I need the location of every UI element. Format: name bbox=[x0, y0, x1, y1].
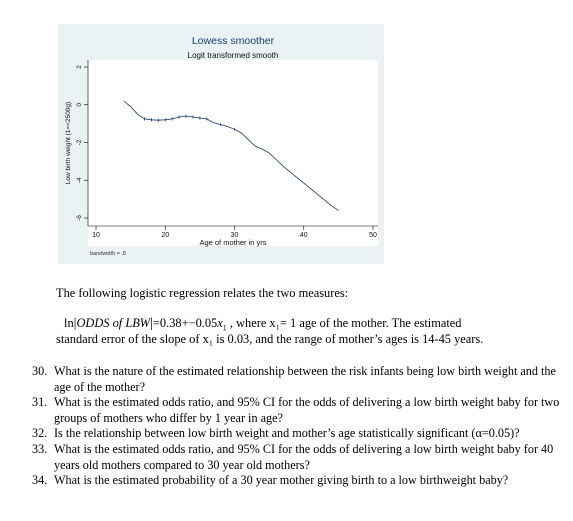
question-text: What is the estimated odds ratio, and 95… bbox=[54, 441, 554, 472]
question-text: What is the nature of the estimated rela… bbox=[54, 364, 556, 394]
x-axis-label: Age of mother in yrs bbox=[199, 238, 266, 247]
question-item: 33. What is the estimated odds ratio, and… bbox=[32, 442, 567, 473]
x-tick-label: 30 bbox=[231, 232, 239, 239]
y-ticks: 2 0 -2 -4 -6 bbox=[76, 65, 88, 221]
data-markers bbox=[144, 114, 235, 131]
question-item: 31. What is the estimated odds ratio, and… bbox=[32, 395, 567, 426]
y-tick-label: -4 bbox=[76, 177, 83, 183]
x-tick-label: 40 bbox=[300, 232, 308, 239]
question-number: 32. bbox=[32, 426, 48, 441]
question-number: 30. bbox=[32, 364, 48, 378]
x-tick-label: 20 bbox=[161, 232, 169, 239]
lowess-chart: Lowess smoother Logit transformed smooth… bbox=[58, 24, 384, 264]
eq-ln: ln bbox=[64, 316, 74, 330]
question-number: 34. bbox=[32, 473, 48, 488]
question-number: 33. bbox=[32, 441, 48, 456]
x-tick-label: 50 bbox=[369, 232, 377, 239]
x-tick-label: 10 bbox=[92, 232, 100, 239]
question-item: 34. What is the estimated probability of … bbox=[32, 473, 567, 489]
eq-xvar: x bbox=[217, 316, 223, 330]
question-list: 30. What is the nature of the estimated r… bbox=[32, 364, 567, 489]
x-ticks: 10 20 30 40 50 bbox=[92, 226, 377, 239]
y-tick-label: -2 bbox=[76, 139, 83, 145]
question-text: What is the estimated odds ratio, and 95… bbox=[54, 395, 560, 425]
eq-trail: , where x₁= 1 age of the mother. The est… bbox=[226, 316, 462, 330]
eq-continuation: standard error of the slope of x₁ is 0.0… bbox=[56, 332, 484, 346]
y-tick-label: -6 bbox=[76, 215, 83, 221]
eq-rhs: =0.38+−0.05 bbox=[152, 316, 218, 330]
question-number: 31. bbox=[32, 395, 48, 410]
chart-title: Lowess smoother bbox=[192, 35, 275, 47]
chart-svg: Lowess smoother Logit transformed smooth… bbox=[65, 35, 378, 257]
question-item: 32. Is the relationship between low birth… bbox=[32, 426, 567, 442]
question-text: Is the relationship between low birth we… bbox=[54, 426, 520, 441]
regression-equation: ln|ODDS of LBW|=0.38+−0.05x1 , where x₁=… bbox=[64, 316, 462, 333]
question-item: 30. What is the nature of the estimated r… bbox=[32, 364, 567, 395]
lowess-series-line bbox=[123, 100, 339, 211]
bandwidth-note: bandwidth = .8 bbox=[90, 251, 126, 257]
eq-odds-term: ODDS of LBW bbox=[76, 316, 151, 330]
y-tick-label: 0 bbox=[76, 103, 83, 107]
plot-area bbox=[88, 60, 378, 246]
y-axis-label: Low birth weight (1=<2500g) bbox=[65, 102, 72, 184]
question-text: What is the estimated probability of a 3… bbox=[54, 473, 509, 488]
chart-subtitle: Logit transformed smooth bbox=[188, 51, 279, 60]
eq-xsub: 1 bbox=[222, 323, 227, 333]
y-tick-label: 2 bbox=[76, 65, 83, 69]
intro-text: The following logistic regression relate… bbox=[56, 286, 349, 300]
